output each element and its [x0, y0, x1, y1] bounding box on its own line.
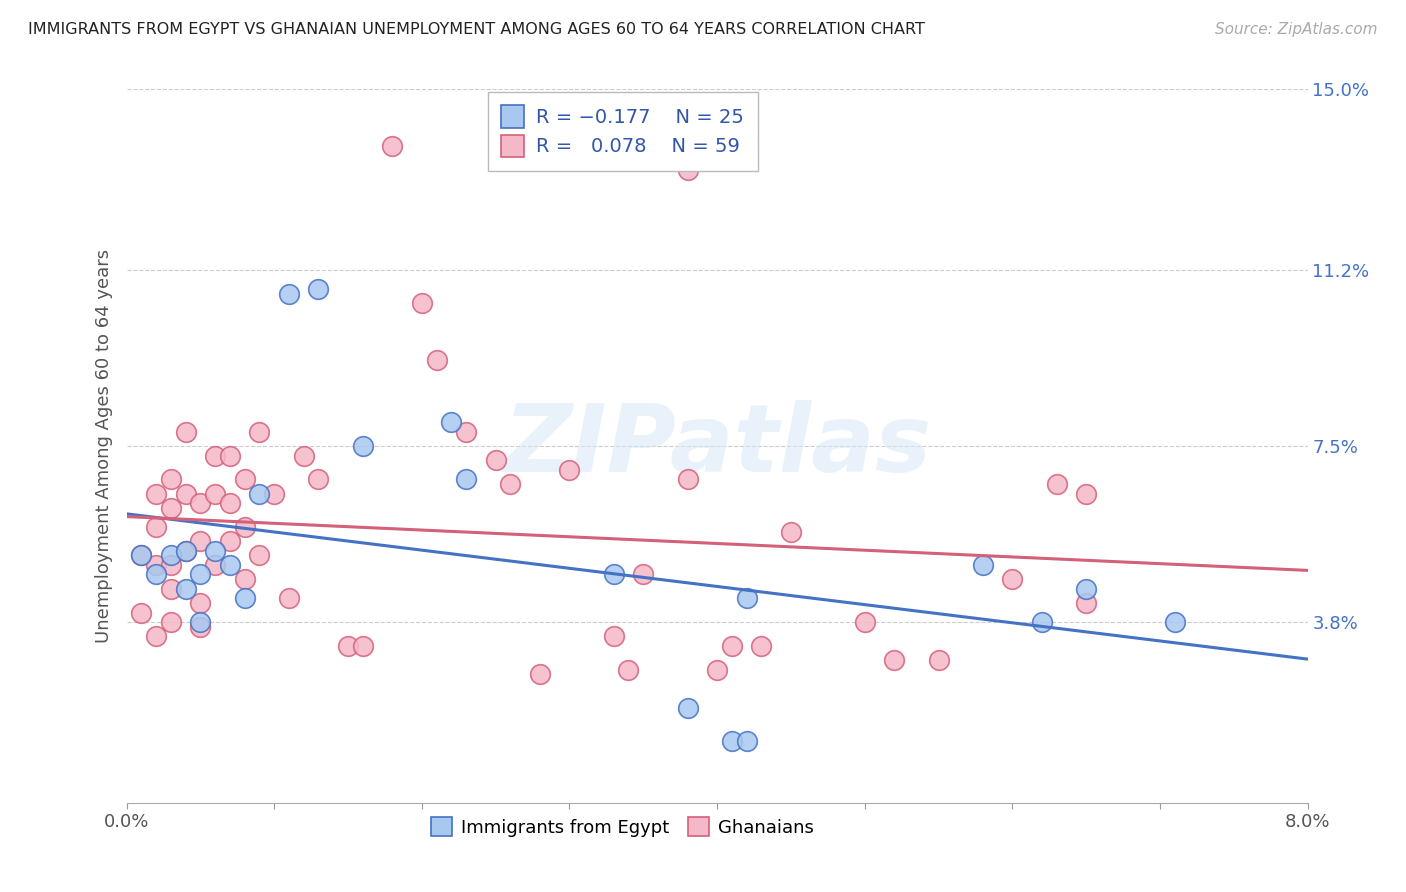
Point	[204, 558, 226, 572]
Point	[249, 486, 271, 500]
Point	[1076, 582, 1098, 596]
Point	[440, 415, 463, 429]
Point	[499, 477, 522, 491]
Point	[188, 567, 212, 582]
Point	[1001, 572, 1024, 586]
Point	[676, 700, 699, 714]
Point	[352, 639, 374, 653]
Point	[174, 486, 197, 500]
Point	[233, 472, 256, 486]
Point	[617, 663, 640, 677]
Point	[779, 524, 801, 539]
Point	[188, 534, 212, 549]
Point	[735, 591, 758, 606]
Point	[160, 472, 183, 486]
Point	[233, 591, 256, 606]
Point	[188, 596, 212, 610]
Point	[735, 734, 758, 748]
Point	[219, 558, 242, 572]
Point	[307, 472, 329, 486]
Text: IMMIGRANTS FROM EGYPT VS GHANAIAN UNEMPLOYMENT AMONG AGES 60 TO 64 YEARS CORRELA: IMMIGRANTS FROM EGYPT VS GHANAIAN UNEMPL…	[28, 22, 925, 37]
Point	[174, 543, 197, 558]
Point	[233, 572, 256, 586]
Point	[204, 449, 226, 463]
Point	[676, 163, 699, 178]
Point	[160, 549, 183, 563]
Point	[603, 629, 626, 643]
Point	[219, 449, 242, 463]
Point	[145, 486, 167, 500]
Point	[145, 520, 167, 534]
Point	[188, 496, 212, 510]
Point	[160, 500, 183, 515]
Point	[188, 615, 212, 629]
Y-axis label: Unemployment Among Ages 60 to 64 years: Unemployment Among Ages 60 to 64 years	[94, 249, 112, 643]
Point	[204, 543, 226, 558]
Point	[456, 425, 478, 439]
Point	[160, 582, 183, 596]
Point	[278, 286, 301, 301]
Point	[1031, 615, 1053, 629]
Point	[633, 567, 655, 582]
Point	[337, 639, 360, 653]
Point	[853, 615, 876, 629]
Text: ZIPatlas: ZIPatlas	[503, 400, 931, 492]
Point	[972, 558, 994, 572]
Point	[219, 496, 242, 510]
Point	[1076, 486, 1098, 500]
Point	[676, 472, 699, 486]
Point	[145, 629, 167, 643]
Point	[292, 449, 315, 463]
Point	[928, 653, 950, 667]
Text: Source: ZipAtlas.com: Source: ZipAtlas.com	[1215, 22, 1378, 37]
Point	[1164, 615, 1187, 629]
Point	[233, 520, 256, 534]
Point	[129, 549, 153, 563]
Point	[381, 139, 404, 153]
Point	[188, 620, 212, 634]
Point	[160, 558, 183, 572]
Point	[174, 425, 197, 439]
Point	[160, 615, 183, 629]
Point	[721, 734, 744, 748]
Point	[174, 543, 197, 558]
Point	[484, 453, 508, 467]
Point	[174, 582, 197, 596]
Point	[129, 606, 153, 620]
Point	[1046, 477, 1069, 491]
Point	[426, 353, 449, 368]
Point	[307, 282, 329, 296]
Point	[721, 639, 744, 653]
Point	[603, 567, 626, 582]
Point	[352, 439, 374, 453]
Point	[145, 567, 167, 582]
Point	[249, 549, 271, 563]
Point	[145, 558, 167, 572]
Point	[204, 486, 226, 500]
Point	[883, 653, 905, 667]
Point	[529, 667, 551, 681]
Legend: Immigrants from Egypt, Ghanaians: Immigrants from Egypt, Ghanaians	[423, 810, 821, 844]
Point	[263, 486, 285, 500]
Point	[751, 639, 773, 653]
Point	[706, 663, 728, 677]
Point	[558, 463, 581, 477]
Point	[219, 534, 242, 549]
Point	[456, 472, 478, 486]
Point	[249, 425, 271, 439]
Point	[278, 591, 301, 606]
Point	[411, 296, 433, 310]
Point	[129, 549, 153, 563]
Point	[1076, 596, 1098, 610]
